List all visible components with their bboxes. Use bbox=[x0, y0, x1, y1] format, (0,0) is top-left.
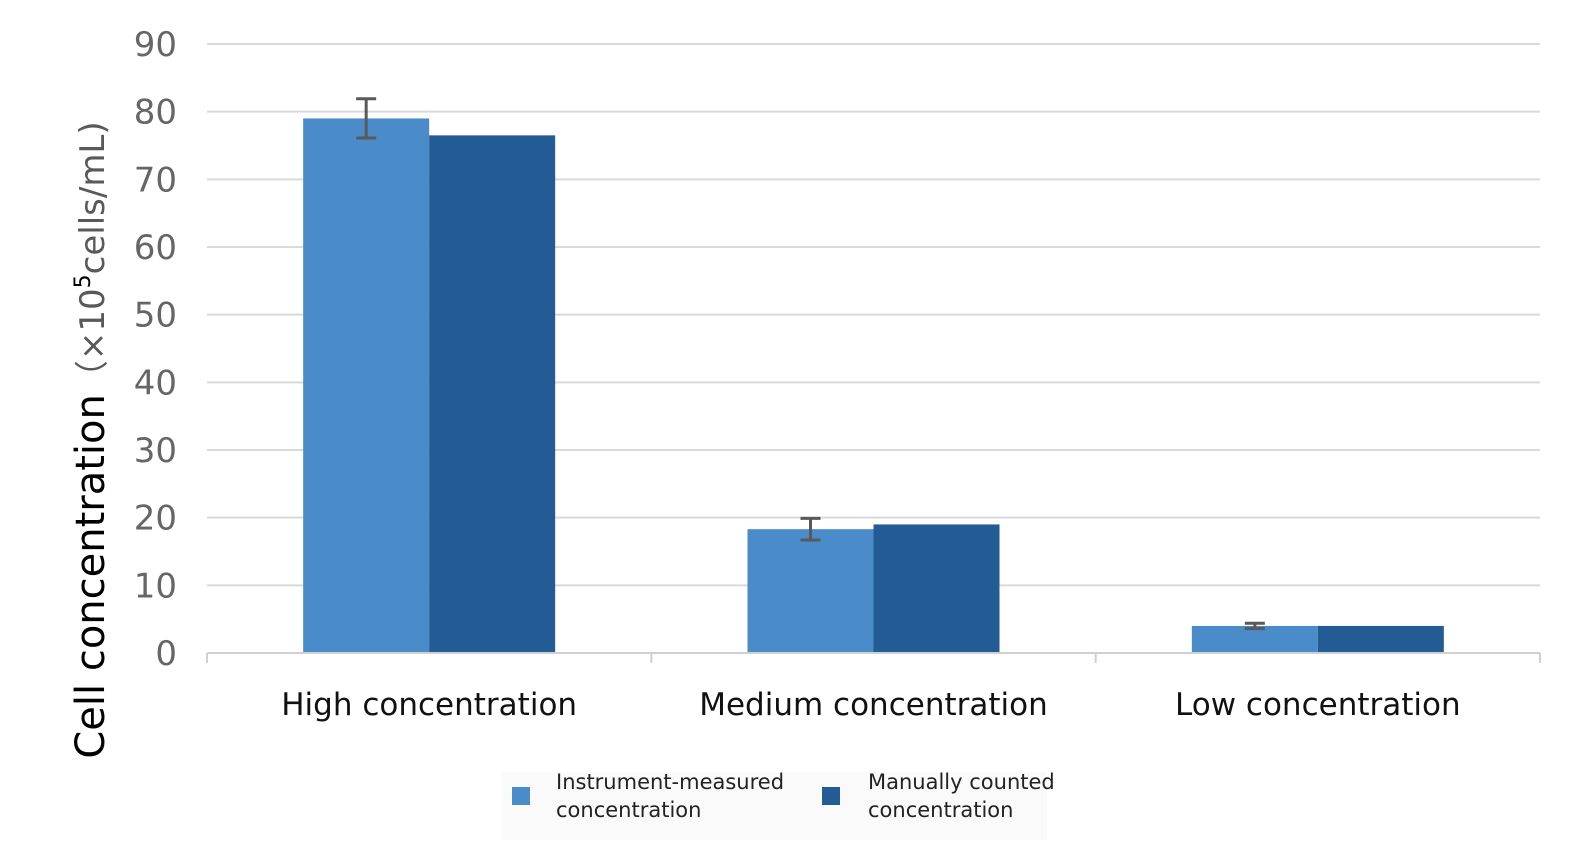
legend-swatch-instrument bbox=[512, 787, 530, 805]
legend: Instrument-measured concentration Manual… bbox=[502, 770, 1055, 840]
y-axis-ticks: 0 10 20 30 40 50 60 70 80 90 bbox=[134, 25, 177, 674]
x-category-label: Low concentration bbox=[1175, 687, 1461, 723]
y-axis-title-unit-open: （×10 bbox=[73, 288, 113, 394]
y-axis-title-unit-sup: 5 bbox=[71, 274, 96, 288]
y-tick-label: 90 bbox=[134, 25, 177, 65]
error-bars bbox=[356, 97, 1265, 631]
y-tick-label: 10 bbox=[134, 566, 177, 606]
legend-item-instrument: Instrument-measured concentration bbox=[512, 770, 784, 822]
bar-manual bbox=[429, 135, 556, 654]
bars bbox=[303, 118, 1444, 654]
error-bar bbox=[356, 97, 377, 140]
legend-item-manual: Manually counted concentration bbox=[822, 770, 1055, 822]
x-category-label: High concentration bbox=[281, 687, 577, 723]
y-tick-label: 50 bbox=[134, 296, 177, 336]
x-axis-categories: High concentration Medium concentration Lo… bbox=[281, 687, 1460, 723]
y-tick-label: 20 bbox=[134, 499, 177, 539]
y-axis-title-main: Cell concentration bbox=[68, 394, 114, 759]
bar-instrument bbox=[1191, 625, 1318, 653]
legend-label-instrument-line2: concentration bbox=[556, 798, 701, 822]
legend-background bbox=[502, 772, 1047, 840]
error-bar bbox=[800, 516, 821, 542]
y-axis-title-unit-close: cells/mL) bbox=[73, 121, 113, 274]
legend-swatch-manual bbox=[822, 787, 840, 805]
bar-instrument bbox=[747, 529, 874, 653]
bar-instrument bbox=[303, 118, 430, 653]
y-tick-label: 30 bbox=[134, 431, 177, 471]
legend-label-instrument-line1: Instrument-measured bbox=[556, 770, 784, 794]
legend-label-manual-line2: concentration bbox=[868, 798, 1013, 822]
y-tick-label: 0 bbox=[155, 634, 177, 674]
error-bar bbox=[1244, 621, 1265, 631]
y-tick-label: 40 bbox=[134, 363, 177, 403]
y-tick-label: 80 bbox=[134, 93, 177, 133]
y-tick-label: 70 bbox=[134, 160, 177, 200]
legend-label-manual-line1: Manually counted bbox=[868, 770, 1055, 794]
y-axis-title: Cell concentration（×105cells/mL) bbox=[68, 121, 114, 758]
bar-manual bbox=[1317, 625, 1444, 653]
x-axis bbox=[206, 652, 1541, 663]
bar-manual bbox=[873, 524, 1000, 653]
y-tick-label: 60 bbox=[134, 228, 177, 268]
y-axis-title-text: Cell concentration（×105cells/mL) bbox=[68, 121, 114, 758]
x-category-label: Medium concentration bbox=[699, 687, 1048, 723]
